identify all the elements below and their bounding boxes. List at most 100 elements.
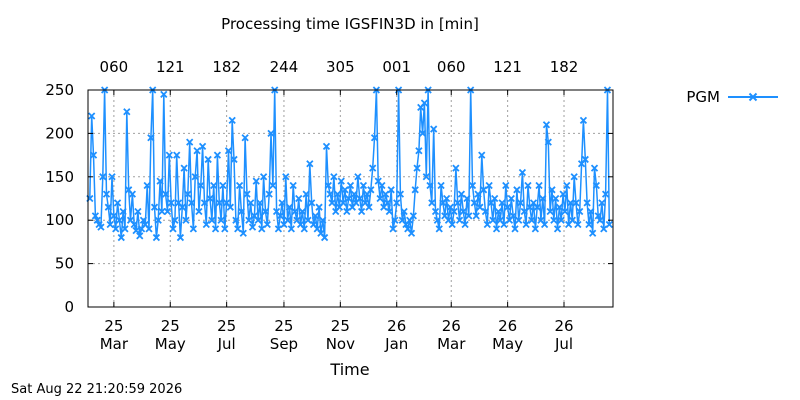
data-point-marker [256, 199, 264, 207]
data-point-marker [315, 203, 323, 211]
data-point-marker [516, 199, 525, 207]
data-point-marker [359, 181, 368, 190]
y-tick-label: 0 [64, 298, 74, 316]
data-point-marker [152, 233, 161, 242]
data-point-marker [533, 203, 541, 211]
data-point-marker [198, 142, 207, 151]
data-point-marker [553, 225, 562, 233]
data-point-marker [215, 199, 223, 207]
data-point-marker [235, 181, 244, 190]
data-point-marker [291, 207, 299, 216]
data-point-marker [167, 199, 175, 207]
data-point-marker [226, 203, 234, 211]
data-point-marker [165, 151, 173, 159]
data-point-marker [326, 190, 334, 198]
data-point-marker [128, 190, 137, 198]
data-point-marker [563, 181, 571, 190]
data-point-marker [389, 225, 397, 233]
data-point-marker [561, 207, 569, 216]
data-point-marker [491, 194, 499, 203]
data-point-marker [197, 181, 205, 190]
data-point-marker [237, 207, 246, 216]
x-tick-label-top: 001 [382, 58, 411, 76]
data-point-marker [156, 177, 164, 185]
data-point-marker [230, 155, 238, 164]
y-tick-label: 150 [45, 168, 74, 186]
y-tick-label: 250 [45, 81, 74, 99]
x-tick-label-top: 244 [270, 58, 299, 76]
data-point-marker [252, 177, 260, 185]
data-point-marker [123, 108, 131, 116]
x-axis-tick-labels-top: 060 121 182 244 305 001 060 121 182 [100, 58, 579, 76]
x-tick-label-year: 26 [387, 317, 406, 335]
data-point-marker [121, 225, 129, 233]
data-point-marker [276, 212, 284, 220]
data-point-marker [221, 225, 229, 233]
data-point-marker [572, 199, 580, 207]
data-point-marker [115, 216, 124, 224]
data-point-marker [385, 207, 393, 216]
x-tick-label-month: Mar [437, 335, 466, 353]
data-point-marker [546, 207, 554, 216]
data-point-marker [132, 226, 140, 235]
data-point-marker [337, 177, 345, 185]
data-point-marker [267, 129, 275, 138]
data-point-marker [191, 173, 199, 181]
data-point-marker [308, 199, 316, 207]
data-point-marker [113, 199, 122, 207]
data-point-marker [594, 212, 602, 220]
data-point-marker [518, 168, 527, 177]
data-point-marker [265, 190, 273, 198]
data-point-marker [552, 194, 560, 203]
data-point-marker [119, 207, 127, 216]
data-point-marker [261, 207, 270, 216]
x-tick-label-top: 182 [212, 58, 241, 76]
data-point-marker [247, 199, 255, 207]
data-point-marker [154, 216, 162, 224]
x-tick-label-month: May [155, 335, 186, 353]
data-point-marker [411, 186, 419, 194]
data-point-marker [150, 203, 159, 211]
data-point-marker [169, 225, 177, 233]
data-point-marker [442, 194, 451, 203]
data-point-marker [239, 229, 247, 237]
data-point-marker [163, 207, 172, 216]
data-point-marker [328, 199, 336, 207]
data-point-marker [576, 207, 584, 216]
x-tick-label-month: Jul [217, 335, 236, 353]
data-point-marker [302, 190, 310, 198]
data-point-marker [306, 160, 314, 168]
data-point-marker [333, 190, 342, 198]
x-tick-label-top: 121 [493, 58, 522, 76]
data-point-marker [535, 181, 543, 190]
x-tick-label-year: 25 [104, 317, 123, 335]
x-tick-label-year: 25 [274, 317, 293, 335]
data-point-marker [263, 220, 271, 229]
data-point-marker [162, 190, 170, 198]
series-line-pgm [89, 89, 611, 238]
data-point-marker [454, 199, 462, 207]
data-point-marker [542, 121, 551, 129]
data-point-marker [187, 199, 196, 207]
data-point-marker [581, 155, 589, 164]
data-point-marker [583, 199, 591, 207]
data-point-marker [241, 134, 249, 142]
data-point-marker [228, 116, 236, 125]
data-point-marker [248, 223, 257, 231]
x-tick-label-top: 305 [326, 58, 355, 76]
data-point-marker [601, 190, 610, 198]
data-point-marker [289, 181, 297, 190]
y-tick-label: 50 [55, 255, 74, 273]
data-point-marker [468, 181, 477, 190]
data-point-marker [472, 212, 480, 220]
data-series-pgm [86, 86, 613, 242]
data-point-marker [489, 216, 497, 224]
data-point-marker [437, 181, 445, 190]
data-point-marker [539, 194, 547, 203]
data-point-marker [435, 225, 443, 233]
x-tick-label-year: 26 [554, 317, 573, 335]
generated-timestamp: Sat Aug 22 21:20:59 2026 [11, 382, 183, 397]
data-point-marker [507, 194, 515, 203]
data-point-marker [176, 233, 185, 242]
